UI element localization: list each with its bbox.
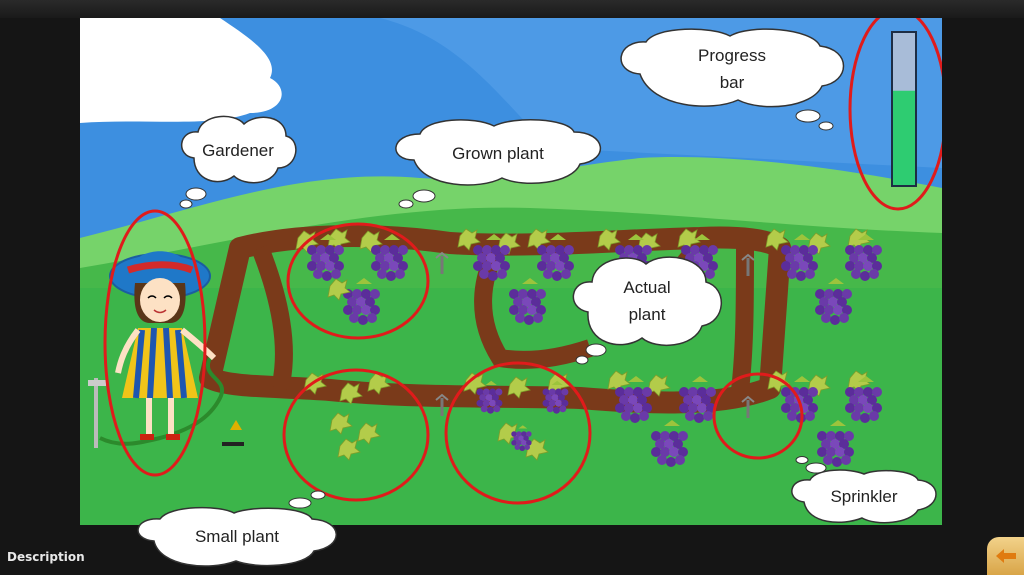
progress-bar xyxy=(891,31,917,187)
ring-grown-plant xyxy=(286,222,430,340)
ring-gardener xyxy=(103,209,207,477)
callout-gardener: Gardener xyxy=(174,110,302,209)
callout-small-plant-text: Small plant xyxy=(194,526,280,546)
callout-gardener-text: Gardener xyxy=(202,140,274,160)
description-button[interactable]: Description xyxy=(7,550,85,564)
callout-sprinkler: Sprinkler xyxy=(786,456,942,524)
callout-progress-bar: Progress bar xyxy=(612,26,852,131)
callout-grown-plant-text: Grown plant xyxy=(452,143,544,163)
callout-actual-plant: Actual plant xyxy=(566,252,728,365)
ring-small-plant xyxy=(282,368,430,502)
top-bar xyxy=(0,0,1024,18)
callout-small-plant: Small plant xyxy=(130,490,344,567)
progress-fill xyxy=(893,90,915,185)
ring-actual-plant xyxy=(444,361,592,505)
ring-sprinkler xyxy=(712,372,804,460)
callout-actual-plant-text: Actual plant xyxy=(623,278,671,324)
gardener xyxy=(109,251,217,440)
back-button[interactable] xyxy=(987,537,1024,575)
callout-progress-bar-text: Progress bar xyxy=(697,46,767,92)
callout-sprinkler-text: Sprinkler xyxy=(830,486,898,506)
callout-grown-plant: Grown plant xyxy=(384,116,612,209)
ring-progress-bar xyxy=(848,18,942,211)
back-arrow-icon xyxy=(995,549,1016,563)
